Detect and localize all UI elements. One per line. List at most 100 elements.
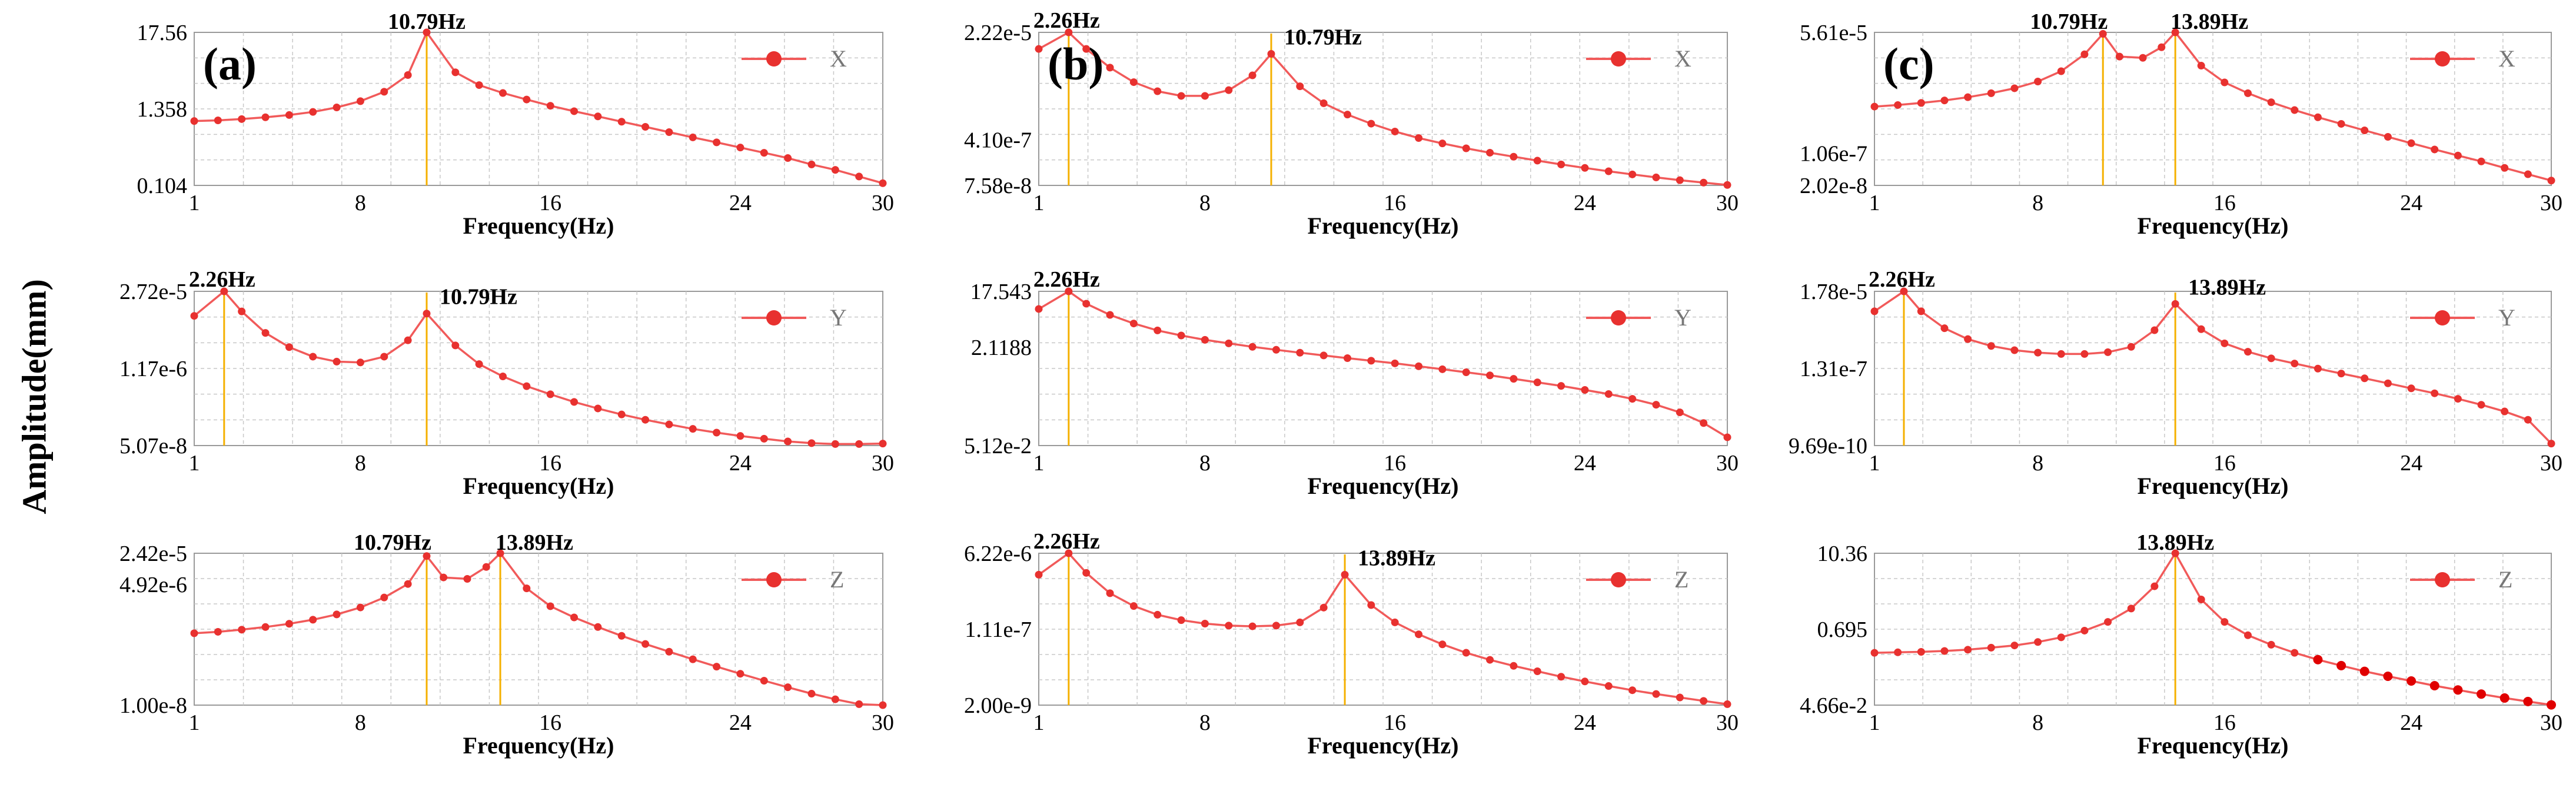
a-Y-ytick-label: 2.72e-5 [119, 280, 187, 304]
b-Y-point [1438, 365, 1447, 373]
b-Z-point [1415, 630, 1423, 639]
c-Z-point [2523, 696, 2533, 706]
b-Z-point [1106, 589, 1114, 597]
b-Z-point [1065, 549, 1073, 557]
a-Y-xtick-label: 24 [729, 451, 752, 476]
c-X-legend-label: X [2498, 45, 2515, 72]
a-X-point [238, 115, 246, 123]
b-Y-point [1723, 433, 1731, 441]
a-Y-point [594, 404, 602, 413]
a-Y-point [807, 439, 816, 447]
b-Y-point [1415, 362, 1423, 370]
b-X-legend-swatch-marker [1611, 51, 1626, 67]
b-Z-ytick-label: 6.22e-6 [964, 541, 1032, 566]
c-Z-point [2127, 604, 2135, 613]
c-Z-point [2359, 666, 2369, 676]
b-Z-point [1296, 618, 1304, 626]
a-Y-point [523, 382, 531, 390]
b-Z-point [1628, 686, 1637, 695]
c-Y-point [2337, 370, 2345, 378]
c-Z-point [1894, 648, 1902, 656]
a-Z-point [380, 593, 388, 602]
c-X-point [2080, 50, 2089, 58]
c-Z-ytick-label: 4.66e-2 [1800, 693, 1867, 718]
a-Y-point [238, 307, 246, 315]
a-X-point [713, 138, 721, 147]
c-X-point [2407, 139, 2415, 147]
a-X-legend-label: X [830, 45, 847, 72]
c-Y-point [2547, 440, 2555, 448]
c-X-point [2547, 177, 2555, 185]
c-X-point [2314, 113, 2322, 121]
b-Z-point [1438, 640, 1447, 649]
b-Z-point [1225, 622, 1233, 630]
b-Z-point [1510, 662, 1518, 670]
c-Z-point [2267, 640, 2275, 649]
c-X-point [1964, 93, 1972, 101]
b-Z-point [1035, 570, 1043, 579]
a-Y-xtick-label: 1 [189, 451, 200, 476]
b-Y-xtick-label: 16 [1384, 451, 1406, 476]
a-X-panel-label: (a) [203, 38, 257, 89]
b-Z-xtick-label: 1 [1033, 710, 1045, 735]
b-X-point [1510, 152, 1518, 161]
c-Z-peak-label: 13.89Hz [2136, 530, 2214, 555]
c-Y-point [2034, 348, 2042, 357]
b-Y-point [1676, 408, 1684, 417]
b-Z-legend-label: Z [1674, 566, 1688, 593]
a-Y-peak-label: 10.79Hz [440, 285, 517, 310]
a-X-ytick-label: 17.56 [137, 21, 188, 45]
a-X-point [617, 118, 626, 126]
a-Z-legend-label: Z [830, 566, 844, 593]
a-Z-point [594, 623, 602, 631]
c-Z-point [2547, 700, 2556, 710]
a-X-ytick-label: 0.104 [137, 174, 188, 198]
b-Y-legend-swatch-marker [1611, 310, 1626, 325]
b-Z-xtick-label: 8 [1199, 710, 1211, 735]
a-Y-point [333, 357, 341, 366]
c-Y-point [2477, 401, 2485, 409]
c-Z-ytick-label: 10.36 [1817, 541, 1868, 566]
b-Z-point [1177, 616, 1185, 624]
b-X-point [1604, 167, 1613, 175]
a-Y-legend-label: Y [830, 304, 847, 331]
a-Y-point [380, 353, 388, 361]
a-Y-xtick-label: 8 [355, 451, 366, 476]
c-X-point [1870, 102, 1879, 111]
c-Z-point [1870, 649, 1879, 657]
b-X-point [1248, 71, 1257, 79]
a-Z-point [285, 620, 293, 628]
b-X-legend-label: X [1674, 45, 1691, 72]
b-X-point [1082, 45, 1091, 53]
a-X-point [423, 28, 431, 36]
a-Y-peak-label: 2.26Hz [189, 267, 255, 292]
a-Z-point [570, 613, 579, 622]
a-Y-point [404, 336, 412, 344]
b-Z-xtick-label: 30 [1716, 710, 1739, 735]
b-X-xtick-label: 16 [1384, 191, 1406, 215]
c-X-panel-label: (c) [1883, 38, 1935, 89]
a-Y-point [831, 440, 839, 448]
c-Y-point [2057, 350, 2065, 358]
c-Y-xtick-label: 30 [2540, 451, 2562, 476]
c-X-point [1940, 97, 1949, 105]
c-X-ytick-label: 5.61e-5 [1800, 21, 1867, 45]
a-Z-point [190, 629, 198, 637]
a-Y-point [309, 353, 317, 361]
c-Z-xtick-label: 16 [2213, 710, 2236, 735]
c-X-point [1894, 101, 1902, 109]
c-Y-point [2501, 407, 2509, 416]
c-Z-xtick-label: 30 [2540, 710, 2562, 735]
c-Z-point [1917, 648, 1925, 656]
a-X-point [309, 108, 317, 116]
c-X-point [2361, 126, 2369, 134]
a-Z-point [496, 549, 504, 557]
a-X-point [641, 123, 650, 131]
b-Z-point [1676, 693, 1684, 702]
c-Z-point [2453, 685, 2463, 695]
b-Y-point [1319, 351, 1328, 360]
b-Z-point [1391, 618, 1399, 626]
a-Z-point [404, 580, 412, 588]
b-X-point [1201, 92, 1209, 100]
c-X-point [2384, 133, 2392, 141]
